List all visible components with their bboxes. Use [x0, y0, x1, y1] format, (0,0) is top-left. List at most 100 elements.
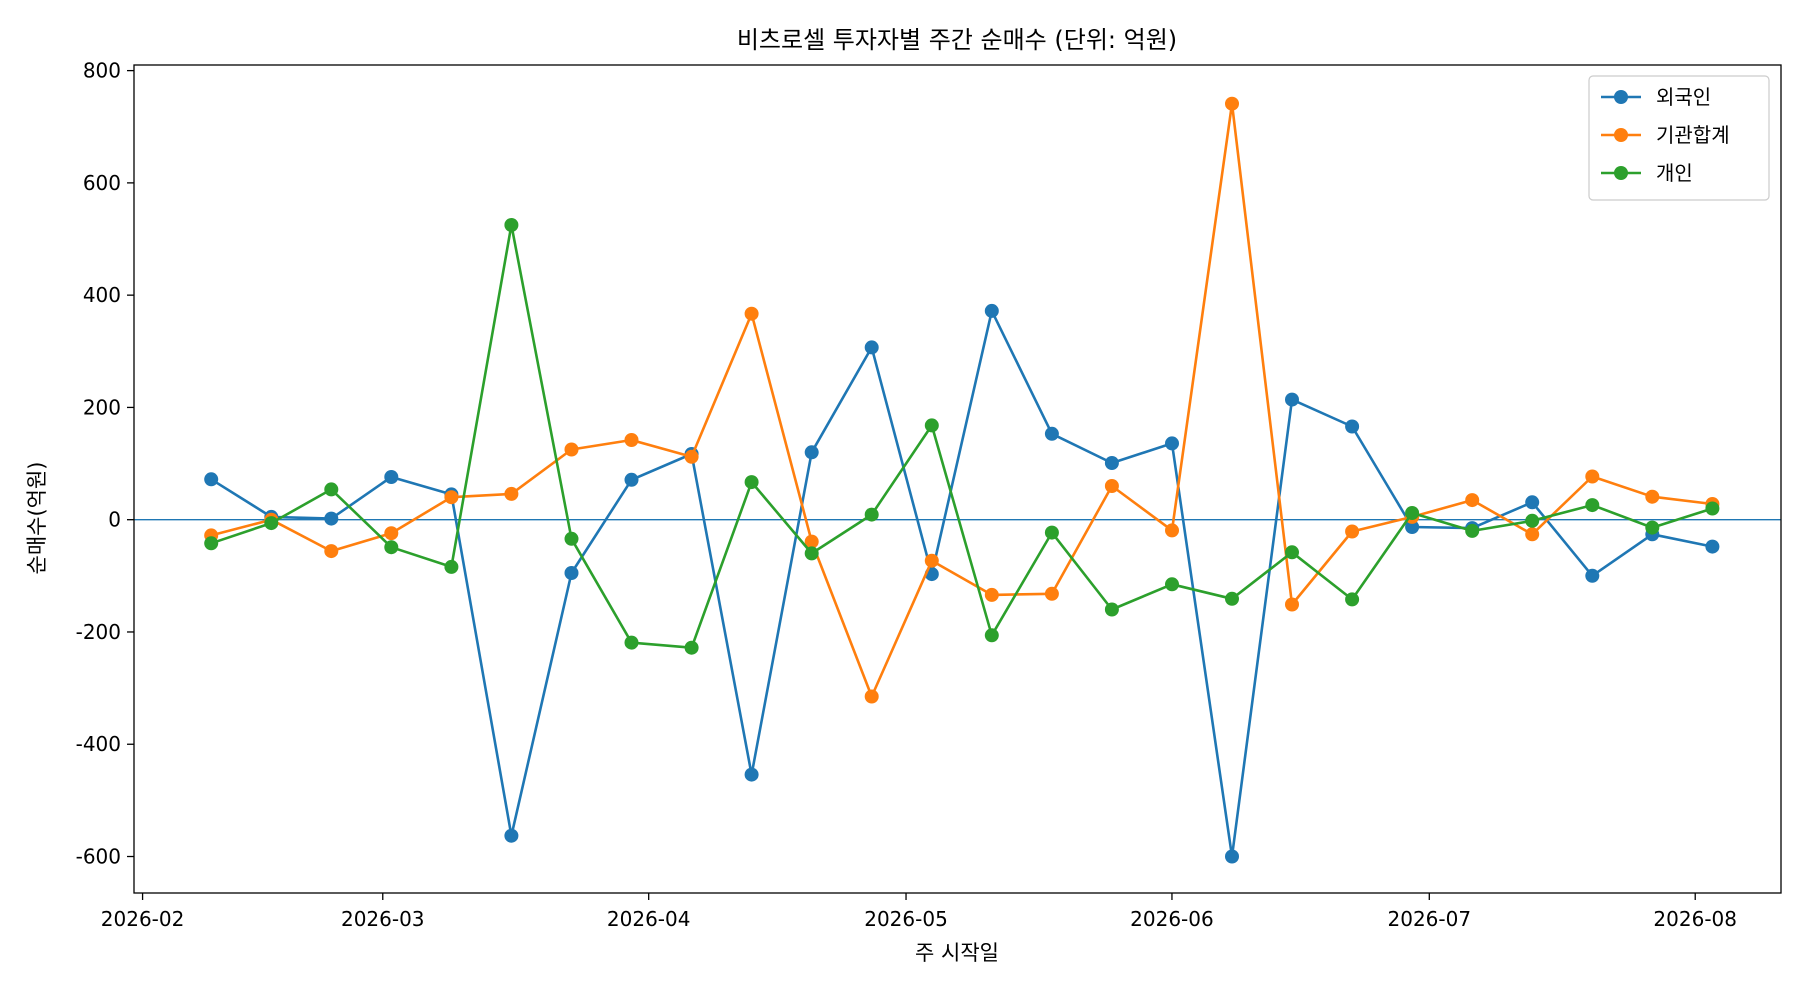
data-point-2-8	[684, 640, 699, 655]
data-point-1-14	[1044, 586, 1059, 601]
data-point-2-0	[204, 536, 219, 551]
data-point-0-16	[1165, 436, 1179, 451]
data-point-1-17	[1225, 96, 1239, 111]
y-tick-label-2: 400	[83, 283, 121, 307]
data-point-0-9	[744, 767, 759, 782]
data-point-2-22	[1525, 513, 1540, 528]
data-point-0-25	[1705, 539, 1720, 554]
data-point-1-5	[504, 486, 519, 501]
x-axis-label: 주 시작일	[915, 941, 999, 965]
data-point-0-11	[864, 340, 879, 355]
data-point-1-13	[984, 587, 999, 602]
data-point-2-10	[804, 546, 819, 561]
data-point-2-5	[504, 218, 519, 232]
data-point-0-0	[204, 472, 219, 487]
data-point-2-24	[1645, 520, 1660, 535]
data-point-2-2	[324, 482, 339, 497]
y-tick-label-6: -400	[76, 732, 121, 756]
data-point-1-22	[1525, 527, 1540, 542]
data-point-1-7	[624, 433, 639, 447]
data-point-2-14	[1044, 525, 1059, 540]
y-axis-label: 순매수(억원)	[25, 462, 49, 575]
data-point-2-4	[444, 559, 459, 574]
data-point-1-2	[324, 544, 339, 559]
data-point-2-19	[1345, 592, 1360, 607]
legend-box	[1588, 75, 1770, 201]
legend-marker-0	[1614, 90, 1628, 104]
x-tick-label-1: 2026-03	[341, 907, 425, 931]
x-tick-label-0: 2026-02	[101, 907, 185, 931]
data-point-0-2	[324, 511, 339, 526]
data-point-2-9	[744, 475, 759, 490]
data-point-2-6	[564, 531, 579, 546]
data-point-2-25	[1705, 501, 1720, 516]
data-point-0-14	[1044, 426, 1059, 441]
data-point-1-24	[1645, 489, 1660, 504]
x-tick-label-3: 2026-05	[864, 907, 948, 931]
data-point-0-5	[504, 828, 519, 843]
y-tick-label-3: 200	[83, 395, 121, 419]
y-tick-label-4: 0	[108, 508, 121, 532]
data-point-0-6	[564, 566, 579, 580]
data-point-2-18	[1285, 545, 1299, 560]
data-point-0-15	[1104, 456, 1119, 470]
data-point-2-23	[1585, 498, 1600, 513]
data-point-0-18	[1285, 392, 1299, 407]
data-point-2-7	[624, 635, 639, 650]
data-point-1-11	[864, 689, 879, 704]
series-line-0	[210, 309, 1713, 858]
x-tick-label-6: 2026-08	[1653, 907, 1737, 931]
data-point-1-15	[1104, 479, 1119, 493]
data-point-0-20	[1405, 520, 1420, 534]
data-point-2-3	[384, 540, 399, 555]
data-point-1-23	[1585, 469, 1600, 484]
x-tick-label-2: 2026-04	[607, 907, 691, 931]
data-point-2-13	[984, 628, 999, 643]
data-point-1-9	[744, 306, 759, 321]
data-point-0-3	[384, 470, 399, 484]
data-point-1-19	[1345, 524, 1360, 539]
data-point-1-8	[684, 449, 699, 464]
data-point-1-10	[804, 534, 819, 549]
data-point-0-22	[1525, 495, 1540, 510]
y-tick-label-7: -600	[76, 845, 121, 869]
y-tick-label-5: -200	[76, 620, 121, 644]
data-point-0-13	[984, 303, 999, 318]
legend-label-0: 외국인	[1656, 85, 1711, 109]
series-line-2	[210, 223, 1713, 650]
data-point-0-7	[624, 472, 639, 487]
data-point-2-20	[1405, 506, 1420, 520]
plot-frame	[133, 64, 1782, 894]
data-point-2-12	[924, 418, 939, 433]
data-point-1-18	[1285, 597, 1299, 612]
data-point-0-23	[1585, 568, 1600, 583]
legend-marker-1	[1614, 128, 1628, 142]
legend-marker-2	[1614, 166, 1628, 180]
y-tick-label-1: 600	[83, 171, 121, 195]
data-point-2-1	[264, 516, 279, 531]
series-line-1	[210, 102, 1713, 698]
data-point-0-10	[804, 445, 819, 460]
data-point-2-21	[1465, 523, 1480, 538]
data-point-2-15	[1104, 602, 1119, 617]
data-point-1-21	[1465, 493, 1480, 508]
plot-area: 800 600 400 200 0 -200 -400 -600 2026-02 2026-03 2…	[76, 59, 1782, 931]
data-point-2-16	[1165, 577, 1179, 592]
legend-label-1: 기관합계	[1656, 123, 1730, 147]
x-tick-label-5: 2026-07	[1388, 907, 1472, 931]
data-point-0-19	[1345, 419, 1360, 434]
data-point-1-4	[444, 490, 459, 505]
data-point-1-16	[1165, 523, 1179, 538]
data-point-0-17	[1225, 849, 1239, 864]
chart-title: 비츠로셀 투자자별 주간 순매수 (단위: 억원)	[737, 26, 1177, 54]
legend-label-2: 개인	[1656, 161, 1693, 185]
y-tick-label-0: 800	[83, 59, 121, 83]
data-point-2-11	[864, 507, 879, 522]
data-point-1-6	[564, 442, 579, 457]
data-point-2-17	[1225, 591, 1239, 606]
data-point-1-3	[384, 526, 399, 541]
data-point-1-12	[924, 553, 939, 568]
x-tick-label-4: 2026-06	[1130, 907, 1214, 931]
